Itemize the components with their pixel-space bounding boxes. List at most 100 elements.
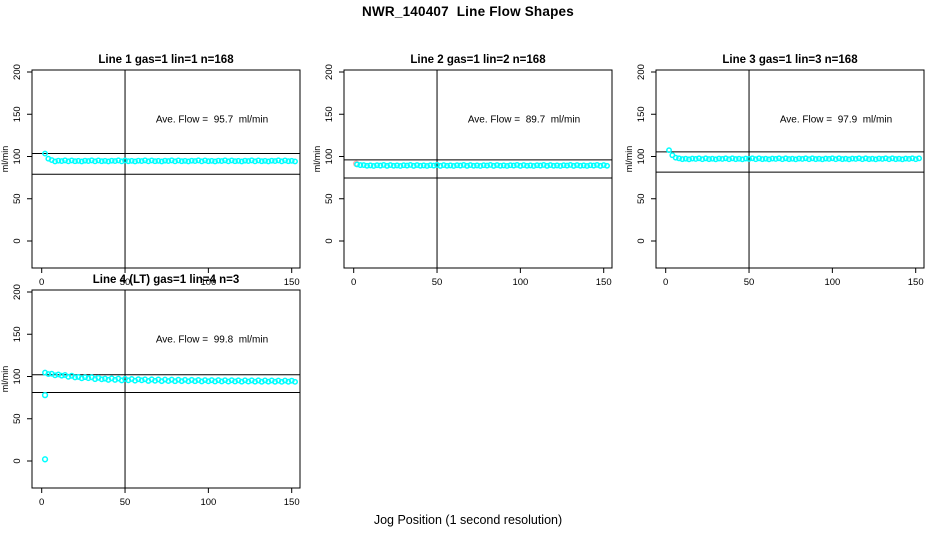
flow-point	[202, 157, 208, 164]
flow-point	[72, 374, 78, 381]
x-tick-label: 0	[39, 277, 44, 288]
flow-point	[85, 158, 92, 165]
y-tick-label: 50	[12, 193, 23, 204]
flow-point	[537, 162, 544, 169]
y-tick-label: 100	[12, 369, 23, 385]
flow-point	[354, 161, 360, 168]
flow-point	[135, 157, 142, 164]
flow-point	[580, 162, 587, 169]
y-tick-label: 100	[12, 149, 23, 165]
y-axis-label: ml/min	[0, 366, 10, 393]
x-tick-label: 150	[596, 277, 612, 288]
flow-point	[776, 155, 782, 162]
flow-point	[192, 158, 198, 165]
subplot-title: Line 1 gas=1 lin=1 n=168	[98, 54, 234, 66]
flow-point	[185, 158, 192, 165]
flow-point	[390, 162, 397, 169]
flow-point	[796, 155, 802, 162]
flow-point	[540, 162, 547, 168]
flow-point	[839, 156, 846, 163]
flow-point	[252, 158, 258, 165]
flow-point	[82, 374, 88, 381]
flow-point	[460, 162, 467, 168]
flow-point	[716, 155, 722, 162]
flow-point	[756, 155, 762, 162]
flow-point	[682, 155, 689, 162]
flow-point	[258, 158, 265, 165]
flow-point	[666, 147, 672, 154]
flow-point	[859, 156, 866, 163]
flow-point	[188, 157, 195, 164]
flow-point	[238, 158, 245, 165]
flow-point	[414, 162, 420, 168]
flow-point	[909, 155, 916, 162]
flow-point	[882, 155, 889, 162]
flow-point	[706, 156, 712, 163]
flow-point	[504, 163, 510, 169]
flow-point	[105, 158, 112, 165]
average-flow-annotation: Ave. Flow = 89.7 ml/min	[468, 115, 580, 126]
flow-point	[594, 162, 600, 168]
flow-point	[782, 155, 789, 162]
flow-point	[172, 158, 178, 165]
flow-point	[829, 155, 836, 162]
flow-point	[142, 157, 148, 164]
flow-point	[248, 157, 255, 164]
flow-point	[42, 150, 48, 157]
flow-point	[440, 162, 447, 168]
flow-point	[547, 162, 554, 168]
flow-point	[769, 155, 776, 162]
flow-point	[470, 162, 477, 169]
flow-point	[430, 162, 437, 169]
flow-point	[225, 158, 232, 165]
flow-point	[272, 158, 278, 165]
x-axis-caption: Jog Position (1 second resolution)	[373, 513, 563, 527]
flow-point	[786, 156, 792, 163]
flow-point	[357, 162, 364, 169]
flow-point	[749, 155, 756, 162]
flow-point	[686, 156, 692, 163]
y-tick-label: 200	[636, 64, 647, 80]
flow-point	[487, 162, 494, 168]
flow-point	[424, 163, 430, 169]
subplot-line-4: Line 4 (LT) gas=1 lin=4 n=3 0 50 100 150 0 50 1…	[0, 248, 312, 518]
flow-point	[816, 155, 822, 162]
plot-box	[31, 69, 301, 269]
y-tick-label: 150	[324, 106, 335, 122]
flow-point	[702, 155, 709, 162]
average-flow-annotation: Ave. Flow = 95.7 ml/min	[156, 115, 268, 126]
flow-point	[494, 162, 500, 168]
y-tick-label: 0	[12, 238, 23, 243]
flow-point	[278, 158, 285, 165]
flow-point	[410, 162, 417, 169]
flow-point	[679, 156, 686, 163]
flow-point	[122, 157, 128, 164]
x-tick-label: 100	[200, 277, 216, 288]
flow-point	[676, 155, 682, 162]
flow-point	[427, 162, 434, 169]
flow-point	[384, 162, 390, 169]
outlier-flow-point	[41, 391, 49, 399]
flow-point	[902, 155, 909, 162]
flow-point	[208, 157, 215, 164]
flow-point	[510, 162, 517, 169]
flow-point	[95, 157, 102, 164]
flow-point	[577, 162, 584, 169]
flow-point	[560, 162, 567, 169]
flow-point	[554, 162, 560, 169]
flow-point	[524, 162, 530, 169]
flow-point	[444, 162, 450, 169]
flow-point	[450, 163, 457, 169]
flow-point	[175, 157, 182, 164]
flow-point	[507, 162, 514, 169]
y-tick-label: 50	[636, 193, 647, 204]
flow-point	[148, 157, 155, 164]
flow-point	[886, 156, 892, 163]
flow-point	[292, 158, 298, 165]
flow-point	[742, 155, 749, 162]
flow-point	[889, 155, 896, 162]
x-tick-label: 0	[39, 497, 44, 508]
flow-point	[876, 155, 882, 162]
flow-point	[846, 156, 852, 163]
flow-point	[822, 155, 829, 162]
